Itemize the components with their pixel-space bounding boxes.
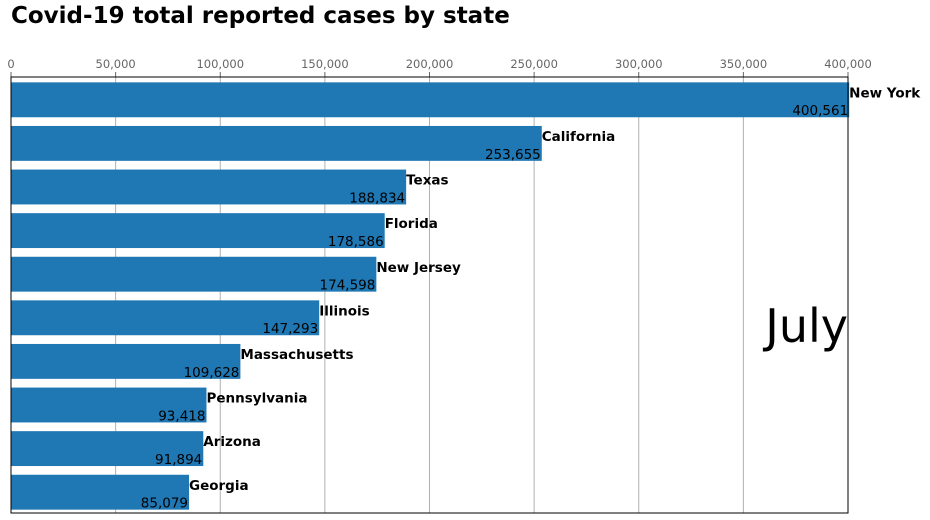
category-label: California: [542, 129, 615, 145]
bar: [11, 213, 385, 249]
x-tick-label: 150,000: [301, 57, 349, 71]
value-label: 188,834: [349, 190, 405, 206]
category-label: Texas: [406, 173, 448, 189]
category-label: Massachusetts: [240, 347, 353, 363]
value-label: 253,655: [485, 147, 541, 163]
category-label: Georgia: [189, 478, 249, 494]
bar: [11, 431, 204, 467]
plot-frame: [10, 76, 849, 514]
value-label: 109,628: [184, 365, 240, 381]
value-label: 93,418: [158, 408, 205, 424]
x-tick-label: 300,000: [615, 57, 663, 71]
x-tick-label: 250,000: [510, 57, 558, 71]
bar: [11, 387, 207, 423]
value-label: 85,079: [141, 496, 188, 512]
category-label: New York: [849, 85, 921, 101]
category-label: Pennsylvania: [206, 391, 307, 407]
bar: [11, 125, 542, 161]
value-label: 178,586: [328, 234, 384, 250]
bar: [11, 300, 320, 336]
bar: [11, 474, 190, 510]
value-label: 400,561: [792, 103, 848, 119]
category-label: Florida: [385, 216, 438, 232]
category-label: New Jersey: [376, 260, 461, 276]
bar: [11, 256, 377, 292]
x-tick-label: 350,000: [720, 57, 768, 71]
x-tick-label: 0: [7, 57, 14, 71]
period-label: July: [762, 299, 848, 353]
category-label: Arizona: [203, 434, 261, 450]
bar: [11, 169, 407, 205]
category-label: Illinois: [319, 303, 369, 319]
value-label: 91,894: [155, 452, 202, 468]
value-label: 147,293: [262, 321, 318, 337]
x-tick-label: 100,000: [196, 57, 244, 71]
bar: [11, 82, 850, 118]
bar: [11, 343, 241, 379]
value-label: 174,598: [320, 278, 376, 294]
x-tick-label: 400,000: [824, 57, 872, 71]
x-tick-label: 50,000: [96, 57, 136, 71]
x-tick-label: 200,000: [406, 57, 454, 71]
chart-title: Covid-19 total reported cases by state: [11, 3, 510, 29]
